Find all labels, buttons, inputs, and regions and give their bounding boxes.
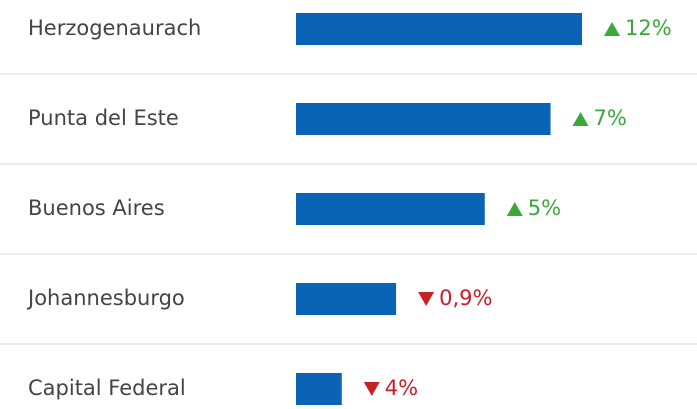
category-label: Capital Federal [28,376,186,400]
bar [296,13,582,45]
change-label: 4% [385,376,418,400]
category-label: Herzogenaurach [28,16,201,40]
change-label: 0,9% [439,286,492,310]
up-arrow [506,202,523,216]
down-arrow [418,292,435,306]
category-label: Punta del Este [28,106,179,130]
change-label: 12% [625,16,672,40]
change-label: 5% [528,196,561,220]
bar [296,103,551,135]
up-arrow [572,112,589,126]
down-arrow [363,382,380,396]
category-label: Johannesburgo [26,286,185,310]
bar [296,283,397,315]
up-arrow [604,22,620,36]
change-label: 7% [594,106,627,130]
category-label: Buenos Aires [28,196,165,220]
bar [296,373,342,405]
bar [296,193,485,225]
